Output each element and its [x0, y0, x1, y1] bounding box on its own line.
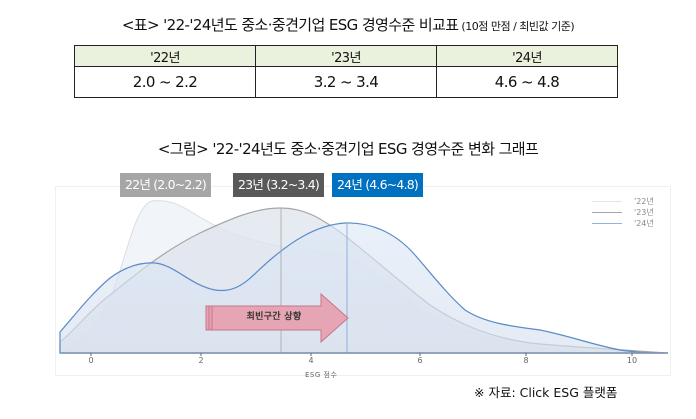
x-tick-4: 4: [308, 356, 314, 365]
legend-item-2023: '23년: [592, 207, 670, 218]
header-2022: '22년: [74, 45, 256, 67]
legend-label-2022: '22년: [634, 197, 654, 206]
x-tick-10: 10: [626, 356, 638, 365]
value-2024: 4.6 ~ 4.8: [436, 66, 618, 98]
legend-swatch-2022: [592, 201, 622, 202]
legend-swatch-2024: [592, 223, 622, 224]
header-2024: '24년: [436, 45, 618, 67]
source-note: ※ 자료: Click ESG 플랫폼: [474, 385, 618, 400]
header-2023: '23년: [255, 45, 437, 67]
figure-title: <그림> '22-'24년도 중소·중견기업 ESG 경영수준 변화 그래프: [157, 140, 539, 158]
tag-2023: 23년 (3.2~3.4): [233, 173, 324, 197]
tag-2022: 22년 (2.0~2.2): [120, 173, 211, 197]
arrow-icon: [205, 292, 349, 344]
legend-label-2024: '24년: [634, 219, 654, 228]
table-title: <표> '22-'24년도 중소·중견기업 ESG 경영수준 비교표 (10점 …: [0, 14, 696, 35]
legend-label-2023: '23년: [634, 208, 654, 217]
x-tick-marks: [90, 353, 633, 356]
tag-2024: 24년 (4.6~4.8): [332, 173, 423, 197]
x-tick-8: 8: [523, 356, 529, 365]
legend-item-2024: '24년: [592, 218, 670, 229]
x-tick-6: 6: [417, 356, 423, 365]
chart-legend: '22년 '23년 '24년: [592, 196, 670, 234]
arrow-label: 최빈구간 상향: [246, 312, 302, 322]
comparison-table: '22년 '23년 '24년 2.0 ~ 2.2 3.2 ~ 3.4 4.6 ~…: [74, 45, 618, 98]
table-title-note: (10점 만점 / 최빈값 기준): [458, 20, 575, 33]
x-axis-label: ESG 점수: [305, 371, 338, 379]
legend-item-2022: '22년: [592, 196, 670, 207]
table-title-main: <표> '22-'24년도 중소·중견기업 ESG 경영수준 비교표: [121, 16, 459, 34]
table-row: 2.0 ~ 2.2 3.2 ~ 3.4 4.6 ~ 4.8: [74, 66, 618, 98]
x-tick-2: 2: [198, 356, 204, 365]
x-tick-0: 0: [88, 356, 94, 365]
legend-swatch-2023: [592, 212, 622, 213]
table-header-row: '22년 '23년 '24년: [74, 45, 618, 67]
